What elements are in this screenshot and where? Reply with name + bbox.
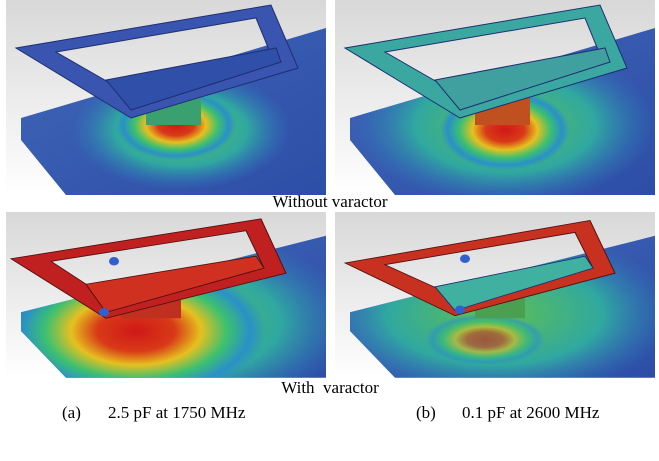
panel — [315, 212, 659, 399]
page: Without varactor With varactor (a) 2.5 p… — [0, 0, 659, 456]
figure: Without varactor With varactor (a) 2.5 p… — [0, 0, 659, 456]
subcaption-text: 0.1 pF at 2600 MHz — [462, 403, 600, 422]
panel — [6, 0, 326, 195]
panel — [335, 0, 655, 205]
subcaption-label: (a) — [62, 403, 81, 422]
subcaption-label: (b) — [416, 403, 436, 422]
subcaption-text: 2.5 pF at 1750 MHz — [108, 403, 246, 422]
row-caption: With varactor — [281, 378, 379, 397]
row-caption: Without varactor — [273, 192, 388, 211]
